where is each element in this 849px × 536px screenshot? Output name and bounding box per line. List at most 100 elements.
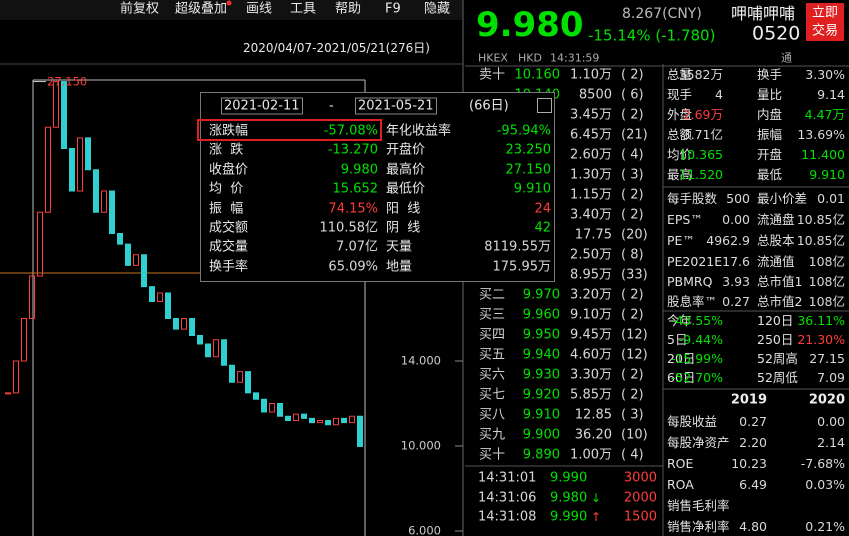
fin-value: 10.23: [731, 455, 767, 471]
stat-label: 阴 线: [386, 220, 421, 236]
stat-label: 量比: [757, 86, 783, 102]
stat-value: 9.910: [513, 181, 551, 197]
fin-label: 每股净资产: [667, 434, 730, 450]
stat-value: 11.400: [801, 146, 845, 162]
ob-price: 9.910: [522, 407, 560, 423]
candle: [245, 371, 251, 394]
fin-label: ROA: [667, 476, 694, 492]
close-button[interactable]: [537, 98, 552, 113]
candle: [45, 126, 51, 213]
stat-value: 0.27: [722, 293, 750, 309]
stat-value: 27.15: [809, 350, 845, 366]
stat-label: 年化收益率: [386, 123, 452, 139]
stat-label: EPS™: [667, 211, 703, 227]
candle: [149, 286, 155, 302]
stat-label: 20日: [667, 350, 696, 366]
menu-item: F9: [385, 1, 401, 17]
trade-price: 9.990: [550, 470, 588, 486]
trade-button[interactable]: [806, 3, 844, 41]
stat-value: 0.01: [817, 190, 845, 206]
candle: [269, 403, 275, 413]
ob-volume: 3.40万: [570, 207, 612, 223]
fin-label: ROE: [667, 455, 694, 471]
candle: [181, 318, 187, 330]
candle: [85, 137, 91, 171]
stat-value: 11.520: [679, 166, 723, 182]
ob-volume: 9.10万: [570, 307, 612, 323]
ob-volume: 12.85: [574, 407, 612, 423]
candle: [333, 417, 339, 426]
ob-count: (33): [621, 267, 648, 283]
candle: [53, 81, 59, 128]
candle: [253, 392, 259, 400]
ob-count: ( 4): [621, 447, 644, 463]
candle: [165, 292, 171, 319]
ob-volume: 4.60万: [570, 347, 612, 363]
candle: [37, 211, 43, 277]
price-label: 6.000: [408, 523, 441, 536]
trade-arrow: ↓: [591, 490, 602, 505]
stat-label: 最高价: [386, 162, 426, 178]
candle: [61, 81, 67, 149]
stat-value: -15.99%: [670, 350, 723, 366]
stat-label: 60日: [667, 369, 696, 385]
stat-label: 52周低: [757, 369, 798, 385]
stat-value: 4.47万: [804, 106, 845, 122]
fin-value: 2.14: [817, 434, 845, 450]
stat-value: 17.6: [722, 253, 750, 269]
ob-label: 买五: [479, 347, 506, 363]
currency: HKD: [518, 51, 542, 65]
stat-value: 108亿: [808, 273, 845, 289]
stat-label: 外盘: [667, 106, 693, 122]
stat-value: 8119.55万: [484, 239, 551, 255]
ob-count: (21): [621, 127, 648, 143]
ob-price: 9.920: [522, 387, 560, 403]
ob-count: ( 8): [621, 247, 644, 263]
candle: [341, 417, 347, 424]
price-label: 10.000: [400, 438, 441, 453]
stat-label: 成交量: [209, 239, 249, 255]
ob-count: ( 3): [621, 167, 644, 183]
ob-count: ( 4): [621, 147, 644, 163]
ob-count: (20): [621, 227, 648, 243]
stat-value: -13.270: [327, 142, 378, 158]
exchange: HKEX: [478, 51, 508, 65]
candle: [5, 392, 11, 395]
stat-label: 每手股数: [667, 190, 718, 206]
stat-label: 现手: [667, 86, 693, 102]
candle: [189, 318, 195, 336]
date-sep: -: [329, 98, 334, 114]
ob-label: 买八: [479, 407, 506, 423]
candle: [301, 413, 307, 419]
candle: [101, 190, 107, 213]
candle: [21, 318, 27, 362]
end-date: 2021-05-21: [355, 97, 437, 115]
stat-label: 内盘: [757, 106, 783, 122]
candle: [13, 360, 19, 394]
stat-label: 总量: [667, 66, 693, 82]
stat-value: 42: [534, 220, 551, 236]
candle: [285, 415, 291, 421]
candle: [357, 415, 363, 447]
fin-label: 销售毛利率: [667, 497, 730, 513]
fin-value: 0.03%: [805, 476, 845, 492]
ob-volume: 2.60万: [570, 147, 612, 163]
days: (66日): [469, 98, 509, 114]
candle: [317, 420, 323, 424]
stat-value: 9.910: [809, 166, 845, 182]
candle: [197, 335, 203, 345]
stat-label: 地量: [386, 259, 413, 275]
stat-label: 最低价: [386, 181, 426, 197]
ob-count: ( 2): [621, 307, 644, 323]
fin-label: 每股收益: [667, 413, 718, 429]
price-label: 14.000: [400, 353, 441, 368]
ob-price: 9.900: [522, 427, 560, 443]
ob-label: 买七: [479, 387, 506, 403]
stat-label: PE2021E: [667, 253, 723, 269]
menu-item: 画线: [246, 1, 273, 17]
stat-value: 27.150: [505, 162, 552, 178]
trade-volume: 3000: [623, 470, 657, 486]
date-range: 2020/04/07-2021/05/21(276日): [243, 41, 430, 55]
